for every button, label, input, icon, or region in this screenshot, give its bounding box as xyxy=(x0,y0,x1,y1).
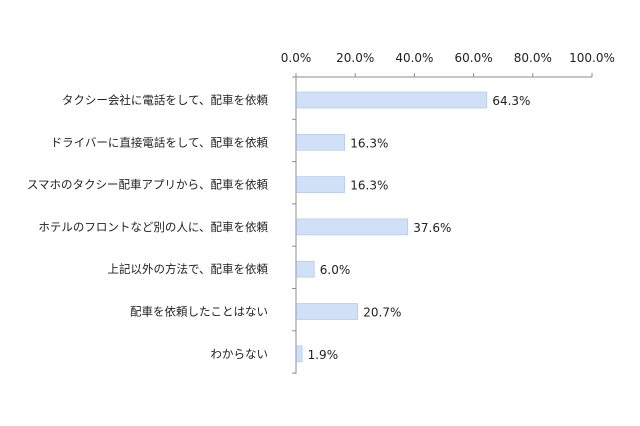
x-tick-label: 80.0% xyxy=(514,51,552,65)
bar xyxy=(296,303,359,320)
category-labels: タクシー会社に電話をして、配車を依頼ドライバーに直接電話をして、配車を依頼スマホ… xyxy=(27,93,269,361)
data-label: 20.7% xyxy=(363,306,401,320)
category-label: スマホのタクシー配車アプリから、配車を依頼 xyxy=(27,178,269,192)
bars xyxy=(296,91,488,363)
data-labels: 64.3% 16.3% 16.3% 37.6% 6.0% 20.7% 1.9% xyxy=(308,94,531,362)
data-label: 64.3% xyxy=(492,94,530,108)
x-axis: 0.0% 20.0% 40.0% 60.0% 80.0% 100.0% xyxy=(281,51,615,78)
category-label: ドライバーに直接電話をして、配車を依頼 xyxy=(51,135,269,149)
y-axis xyxy=(292,76,297,374)
category-label: ホテルのフロントなど別の人に、配車を依頼 xyxy=(38,220,268,234)
data-label: 16.3% xyxy=(350,136,388,150)
x-tick-label: 20.0% xyxy=(336,51,374,65)
bar xyxy=(296,260,315,278)
data-label: 37.6% xyxy=(413,221,451,235)
x-tick-label: 40.0% xyxy=(395,51,433,65)
x-tick-label: 0.0% xyxy=(281,51,312,65)
x-tick-label: 60.0% xyxy=(455,51,493,65)
category-label: 配車を依頼したことはない xyxy=(130,305,268,319)
category-label: 上記以外の方法で、配車を依頼 xyxy=(107,262,268,276)
category-label: タクシー会社に電話をして、配車を依頼 xyxy=(62,93,269,107)
category-label: わからない xyxy=(211,347,269,361)
data-label: 16.3% xyxy=(350,179,388,193)
bar xyxy=(296,345,303,363)
bar xyxy=(296,176,346,193)
bar xyxy=(296,134,346,151)
x-tick-label: 100.0% xyxy=(569,51,615,65)
bar xyxy=(296,91,488,109)
data-label: 6.0% xyxy=(320,263,351,277)
bar xyxy=(296,218,409,236)
data-label: 1.9% xyxy=(308,348,339,362)
